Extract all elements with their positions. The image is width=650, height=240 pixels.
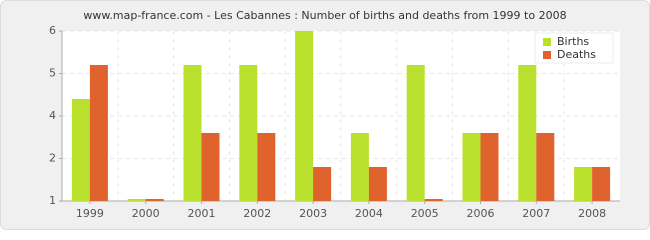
- x-tick-label: 2002: [243, 207, 271, 220]
- bar: [89, 65, 108, 201]
- bar: [462, 133, 481, 201]
- legend-label: Births: [557, 35, 589, 48]
- bar: [145, 199, 164, 201]
- x-tick-label: 2004: [355, 207, 383, 220]
- bar: [127, 199, 146, 201]
- x-tick-label: 2007: [522, 207, 550, 220]
- bar: [424, 199, 443, 201]
- bar: [406, 65, 425, 201]
- x-tick-label: 2003: [299, 207, 327, 220]
- y-tick-label: 4: [49, 109, 56, 122]
- x-tick-label: 2008: [578, 207, 606, 220]
- bar: [71, 99, 90, 201]
- chart-title: www.map-france.com - Les Cabannes : Numb…: [83, 9, 566, 22]
- y-tick-label: 6: [49, 24, 56, 37]
- x-tick-label: 2000: [132, 207, 160, 220]
- y-tick-label: 1: [49, 194, 56, 207]
- bar: [295, 31, 314, 201]
- bar: [201, 133, 220, 201]
- y-tick-label: 2: [49, 152, 56, 165]
- x-tick-label: 1999: [76, 207, 104, 220]
- legend-swatch: [543, 38, 551, 46]
- x-tick-label: 2005: [411, 207, 439, 220]
- x-tick-label: 2001: [188, 207, 216, 220]
- bar: [518, 65, 537, 201]
- bar: [536, 133, 555, 201]
- x-tick-label: 2006: [467, 207, 495, 220]
- bar: [257, 133, 276, 201]
- bar: [574, 167, 593, 201]
- legend-swatch: [543, 51, 551, 59]
- legend-label: Deaths: [557, 48, 596, 61]
- bar: [480, 133, 499, 201]
- bar: [592, 167, 611, 201]
- bar: [313, 167, 332, 201]
- bar: [183, 65, 202, 201]
- bar: [239, 65, 258, 201]
- bar: [368, 167, 387, 201]
- bar: [350, 133, 369, 201]
- y-tick-label: 5: [49, 67, 56, 80]
- chart: www.map-france.com - Les Cabannes : Numb…: [0, 0, 650, 230]
